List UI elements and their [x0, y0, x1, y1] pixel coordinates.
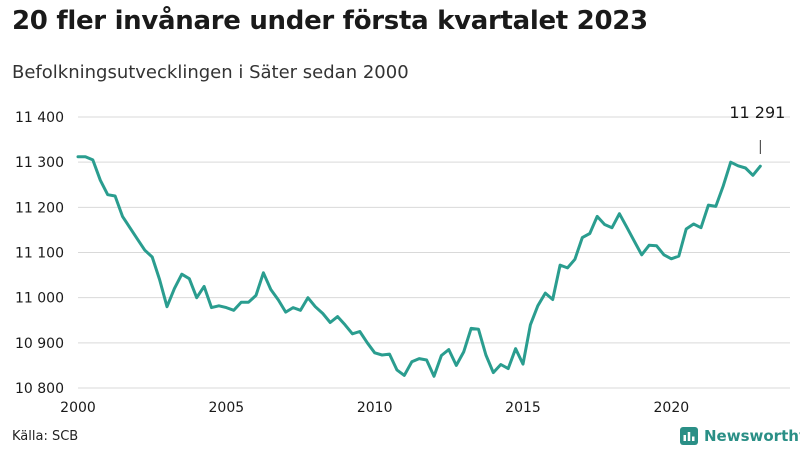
- series-line: [76, 155, 762, 378]
- y-tick-label: 11 000: [15, 291, 64, 307]
- chart-subtitle: Befolkningsutvecklingen i Säter sedan 20…: [12, 62, 409, 83]
- y-tick-label: 11 100: [15, 246, 64, 262]
- y-tick-label: 11 400: [15, 110, 64, 126]
- y-tick-label: 10 900: [15, 336, 64, 352]
- x-tick-label: 2010: [357, 400, 393, 416]
- gridlines: [78, 116, 790, 389]
- line-chart: 10 800 10 900 11 000 11 100 11 200 11 300 11 4…: [15, 103, 790, 416]
- y-tick-label: 11 300: [15, 155, 64, 171]
- x-tick-label: 2005: [209, 400, 245, 416]
- x-tick-label: 2000: [60, 400, 96, 416]
- y-tick-label: 10 800: [15, 381, 64, 397]
- x-axis-ticks: 2000 2005 2010 2015 2020: [60, 400, 689, 416]
- x-tick-label: 2015: [505, 400, 541, 416]
- source-label: Källa: SCB: [12, 429, 79, 444]
- annotation: 11 291: [729, 103, 785, 154]
- chart-title: 20 fler invånare under första kvartalet …: [12, 6, 648, 36]
- x-tick-label: 2020: [654, 400, 690, 416]
- series-layer: [76, 155, 762, 378]
- y-tick-label: 11 200: [15, 200, 64, 216]
- brand-name: Newsworthy: [704, 427, 800, 445]
- brand-logo-link[interactable]: Newsworthy: [680, 426, 800, 446]
- bar-chart-icon: [680, 427, 698, 445]
- y-axis-ticks: 10 800 10 900 11 000 11 100 11 200 11 300 11 4…: [15, 110, 64, 397]
- annotation-label: 11 291: [729, 103, 785, 122]
